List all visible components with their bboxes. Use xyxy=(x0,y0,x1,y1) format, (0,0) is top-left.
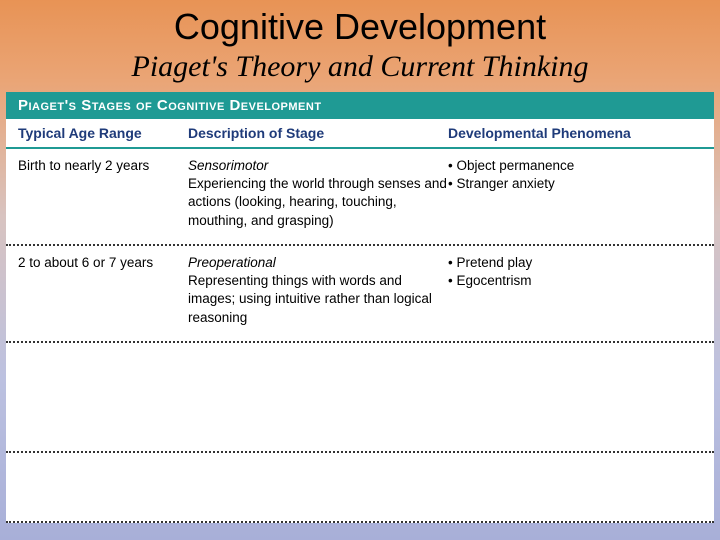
table-row: Birth to nearly 2 years Sensorimotor Exp… xyxy=(6,149,714,246)
phenomenon-item: Object permanence xyxy=(448,157,702,175)
stages-table: Piaget's Stages of Cognitive Development… xyxy=(6,92,714,523)
stage-desc: Experiencing the world through senses an… xyxy=(188,176,447,227)
cell-empty xyxy=(18,351,188,437)
col-header-age: Typical Age Range xyxy=(18,125,188,141)
cell-description: Sensorimotor Experiencing the world thro… xyxy=(188,157,448,230)
phenomenon-item: Stranger anxiety xyxy=(448,175,702,193)
cell-age: Birth to nearly 2 years xyxy=(18,157,188,230)
cell-description: Preoperational Representing things with … xyxy=(188,254,448,327)
cell-empty xyxy=(188,461,448,507)
col-header-phenomena: Developmental Phenomena xyxy=(448,125,702,141)
cell-empty xyxy=(448,351,702,437)
slide-header: Cognitive Development Piaget's Theory an… xyxy=(0,0,720,84)
stage-name: Preoperational xyxy=(188,255,276,270)
cell-phenomena: Pretend play Egocentrism xyxy=(448,254,702,327)
cell-empty xyxy=(18,461,188,507)
table-caption: Piaget's Stages of Cognitive Development xyxy=(6,92,714,119)
col-header-description: Description of Stage xyxy=(188,125,448,141)
table-row-empty xyxy=(6,453,714,523)
table-row: 2 to about 6 or 7 years Preoperational R… xyxy=(6,246,714,343)
phenomenon-item: Pretend play xyxy=(448,254,702,272)
table-row-empty xyxy=(6,343,714,453)
slide-title: Cognitive Development xyxy=(0,6,720,48)
slide-subtitle: Piaget's Theory and Current Thinking xyxy=(0,50,720,84)
phenomenon-item: Egocentrism xyxy=(448,272,702,290)
cell-empty xyxy=(448,461,702,507)
cell-empty xyxy=(188,351,448,437)
cell-phenomena: Object permanence Stranger anxiety xyxy=(448,157,702,230)
table-header-row: Typical Age Range Description of Stage D… xyxy=(6,119,714,149)
stage-name: Sensorimotor xyxy=(188,158,268,173)
stage-desc: Representing things with words and image… xyxy=(188,273,432,324)
cell-age: 2 to about 6 or 7 years xyxy=(18,254,188,327)
